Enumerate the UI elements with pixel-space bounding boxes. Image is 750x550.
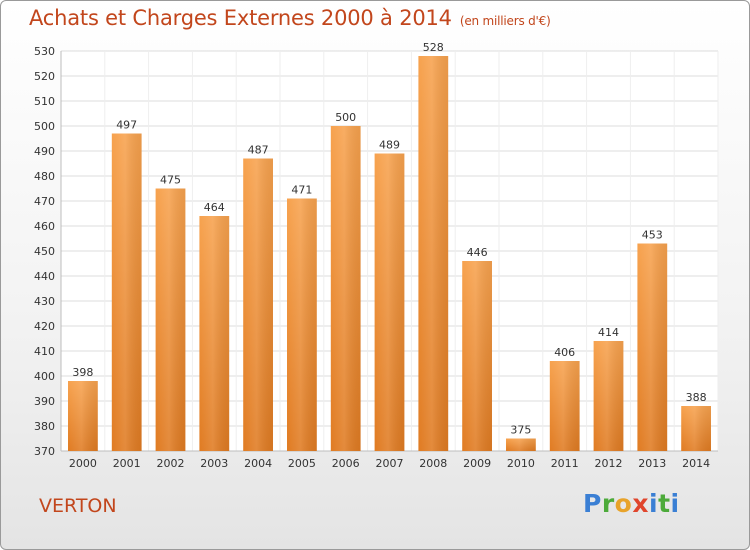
bar-value-label: 471	[291, 184, 312, 197]
bar-shine	[549, 361, 580, 451]
logo-letter: o	[614, 489, 633, 518]
y-tick-label: 410	[34, 345, 55, 358]
y-tick-label: 500	[34, 120, 55, 133]
logo-letter: i	[670, 489, 680, 518]
logo-letter: i	[649, 489, 659, 518]
bar-shine	[243, 158, 273, 451]
bar-shine	[68, 381, 98, 451]
x-tick-label: 2013	[638, 457, 666, 470]
y-tick-label: 440	[34, 270, 55, 283]
bar-value-label: 446	[467, 246, 488, 259]
bar-shine	[155, 188, 186, 451]
x-tick-label: 2009	[463, 457, 491, 470]
bar-value-label: 487	[248, 144, 269, 157]
bar-value-label: 500	[335, 111, 356, 124]
logo-letter: P	[583, 489, 602, 518]
bar-value-label: 489	[379, 139, 400, 152]
bar-shine	[593, 341, 624, 451]
x-tick-label: 2001	[113, 457, 141, 470]
y-tick-label: 400	[34, 370, 55, 383]
bar-value-label: 406	[554, 346, 575, 359]
bar-value-label: 497	[116, 119, 137, 132]
chart-title: Achats et Charges Externes 2000 à 2014 (e…	[29, 6, 551, 30]
bar-value-label: 528	[423, 41, 444, 54]
y-tick-label: 430	[34, 295, 55, 308]
x-tick-label: 2007	[376, 457, 404, 470]
logo-letter: t	[658, 489, 671, 518]
bar-shine	[506, 438, 536, 451]
bar-shine	[681, 406, 711, 451]
y-tick-label: 450	[34, 245, 55, 258]
chart-subtitle: (en milliers d'€)	[459, 14, 551, 28]
bar-shine	[637, 243, 668, 451]
commune-name: VERTON	[39, 495, 117, 517]
bar-shine	[418, 56, 449, 451]
x-tick-label: 2012	[595, 457, 623, 470]
y-tick-label: 510	[34, 95, 55, 108]
x-tick-label: 2004	[244, 457, 272, 470]
x-tick-label: 2005	[288, 457, 316, 470]
y-tick-label: 530	[34, 45, 55, 58]
y-tick-label: 480	[34, 170, 55, 183]
bar-value-label: 414	[598, 326, 619, 339]
bar-shine	[374, 153, 405, 451]
bar-value-label: 453	[642, 229, 663, 242]
x-tick-label: 2011	[551, 457, 579, 470]
x-tick-label: 2002	[157, 457, 185, 470]
bar-shine	[330, 126, 361, 451]
bar-value-label: 375	[510, 424, 531, 437]
bar-value-label: 388	[686, 391, 707, 404]
x-tick-label: 2000	[69, 457, 97, 470]
y-tick-label: 390	[34, 395, 55, 408]
bar-layer	[68, 56, 711, 451]
logo-letter: r	[601, 489, 615, 518]
y-tick-label: 380	[34, 420, 55, 433]
bar-value-label: 464	[204, 201, 225, 214]
bar-value-label: 475	[160, 174, 181, 187]
x-tick-label: 2003	[200, 457, 228, 470]
label-layer: 398 497 475 464 487 471 500 489 528 446 375 406 414 4…	[72, 41, 706, 437]
bar-shine	[287, 198, 317, 451]
bar-shine	[199, 216, 230, 451]
logo-letter: x	[632, 489, 649, 518]
y-tick-label: 490	[34, 145, 55, 158]
proxiti-logo: Proxiti	[583, 489, 680, 518]
y-tick-label: 460	[34, 220, 55, 233]
y-tick-label: 420	[34, 320, 55, 333]
y-tick-label: 520	[34, 70, 55, 83]
y-tick-label: 370	[34, 445, 55, 458]
x-tick-label: 2014	[682, 457, 710, 470]
chart-title-text: Achats et Charges Externes 2000 à 2014	[29, 6, 452, 30]
x-tick-label: 2006	[332, 457, 360, 470]
y-tick-label: 470	[34, 195, 55, 208]
bar-shine	[111, 133, 142, 451]
axis-layer: 370 380 390 400 410 420 430 440 450 460 470 480 490 5…	[34, 45, 718, 470]
bar-shine	[462, 261, 492, 451]
bar-value-label: 398	[72, 366, 93, 379]
x-tick-label: 2010	[507, 457, 535, 470]
x-tick-label: 2008	[419, 457, 447, 470]
